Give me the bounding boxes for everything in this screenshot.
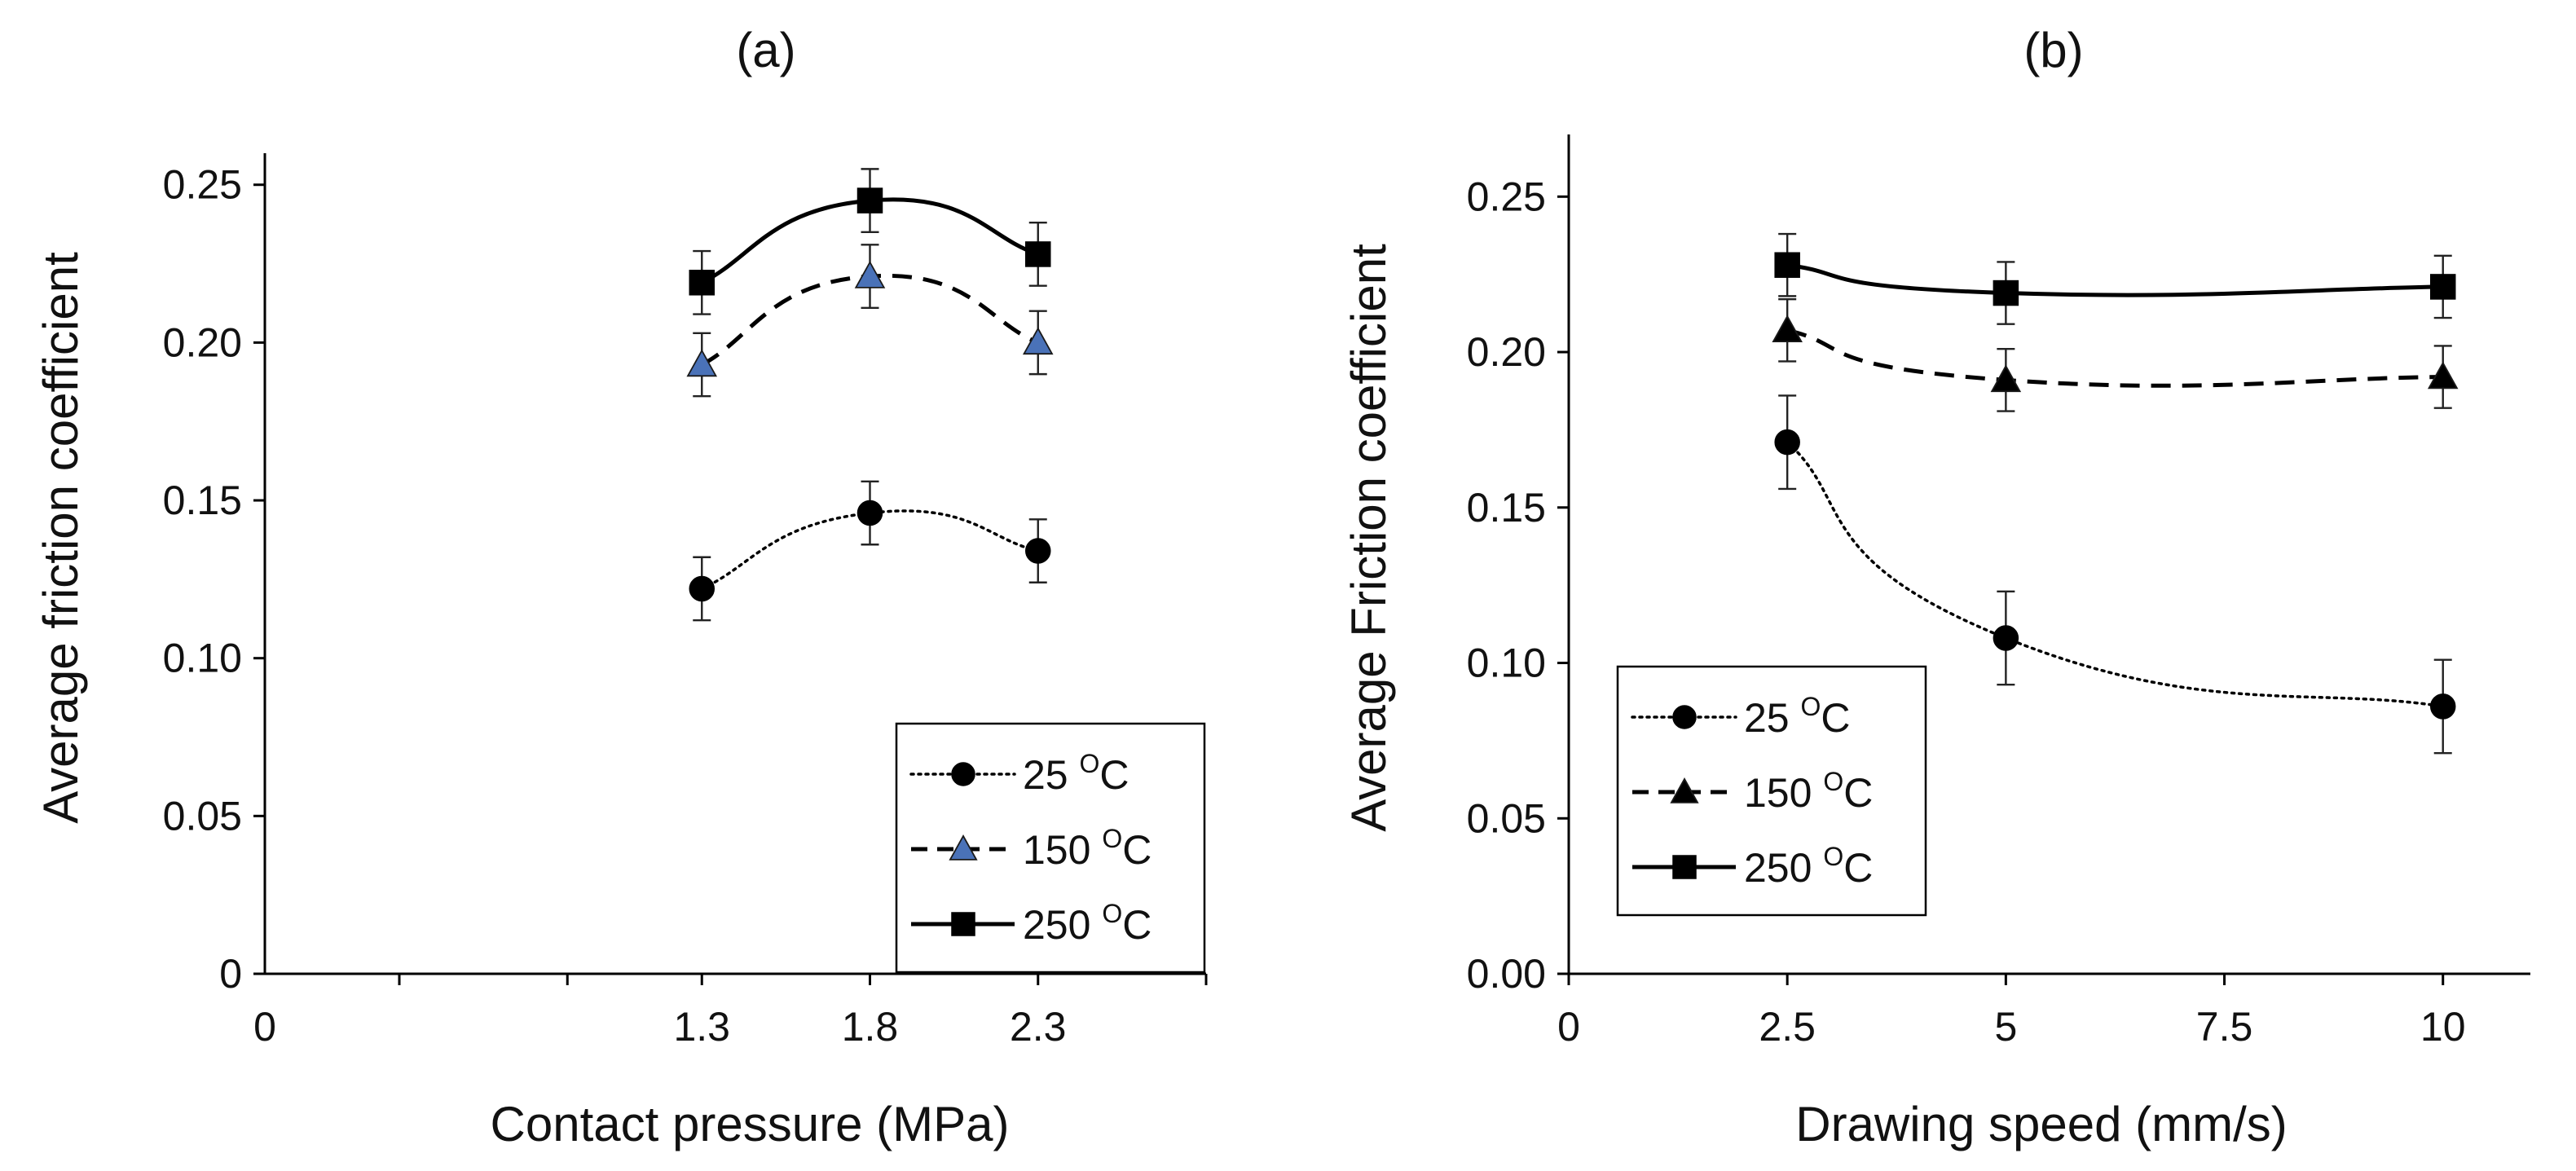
data-point — [1993, 280, 2019, 306]
panel-b-x-tick-label: 5 — [1994, 1004, 2017, 1050]
panel-b-y-tick-label: 0.10 — [1467, 641, 1546, 686]
data-point — [1025, 241, 1051, 267]
data-point — [2427, 361, 2459, 390]
panel-b-y-tick-label: 0.20 — [1467, 329, 1546, 375]
legend-marker — [1672, 855, 1697, 879]
panel-b-y-tick-label: 0.25 — [1467, 174, 1546, 219]
panel-b-series-line — [1786, 328, 2443, 388]
legend-label: 250 OC — [1023, 899, 1151, 948]
panel-b-x-tick-label: 2.5 — [1759, 1004, 1816, 1050]
panel-b-series-line — [1786, 262, 2443, 297]
panel-b-y-tick-label: 0.05 — [1467, 795, 1546, 841]
legend-label: 250 OC — [1744, 842, 1873, 891]
data-point — [686, 349, 718, 377]
legend-marker — [951, 912, 975, 936]
panel-b-x-tick-label: 7.5 — [2196, 1004, 2253, 1050]
legend-label: 150 OC — [1023, 824, 1151, 873]
data-point — [854, 260, 886, 288]
legend-marker — [949, 834, 978, 861]
panel-a-x-tick-label: 1.8 — [842, 1004, 899, 1050]
panel-a-y-tick-label: 0 — [219, 951, 242, 997]
chart-panel-b: (b) Drawing speed (mm/s) Average Frictio… — [1341, 23, 2530, 1151]
data-point — [1774, 252, 1800, 278]
panel-a-x-tick-label: 0 — [253, 1004, 276, 1050]
panel-b-x-tick-label: 10 — [2420, 1004, 2466, 1050]
panel-b-series-0 — [1774, 394, 2456, 755]
data-point — [2429, 693, 2456, 720]
data-point — [856, 187, 883, 214]
legend-marker — [951, 762, 975, 786]
data-point — [689, 270, 715, 296]
panel-b-x-tick-label: 0 — [1557, 1004, 1580, 1050]
data-point — [1774, 429, 1800, 456]
data-point — [1993, 625, 2019, 651]
panel-a-y-tick-label: 0.25 — [163, 162, 242, 208]
panel-b-label: (b) — [2023, 23, 2083, 77]
panel-a-x-tick-label: 2.3 — [1010, 1004, 1067, 1050]
legend-label: 150 OC — [1744, 767, 1873, 816]
legend-label: 25 OC — [1744, 692, 1851, 741]
panel-a-series-1 — [686, 244, 1054, 398]
panel-a-series-0 — [689, 480, 1051, 622]
panel-a-y-axis-title: Average friction coefficient — [33, 252, 88, 824]
legend-marker — [1672, 705, 1697, 729]
panel-a-y-tick-label: 0.10 — [163, 636, 242, 681]
panel-a-y-tick-label: 0.05 — [163, 793, 242, 839]
panel-b-series-1 — [1772, 297, 2459, 412]
data-point — [856, 500, 883, 526]
legend-label: 25 OC — [1023, 749, 1129, 798]
panel-a-legend: 25 OC 150 OC 250 OC — [895, 722, 1206, 974]
data-point — [689, 575, 715, 602]
panel-a-y-tick-label: 0.15 — [163, 478, 242, 523]
legend-marker — [1670, 777, 1699, 803]
panel-b-y-tick-label: 0.00 — [1467, 951, 1546, 997]
panel-b-series-2 — [1774, 232, 2456, 325]
data-point — [1025, 538, 1051, 564]
panel-b-x-axis-title: Drawing speed (mm/s) — [1795, 1097, 2288, 1151]
data-point — [1022, 327, 1054, 355]
panel-a-x-axis-title: Contact pressure (MPa) — [491, 1097, 1010, 1151]
panel-b-y-tick-label: 0.15 — [1467, 485, 1546, 530]
panel-a-y-tick-label: 0.20 — [163, 319, 242, 365]
panel-b-y-axis-title: Average Friction coefficient — [1341, 244, 1396, 832]
panel-b-legend: 25 OC 150 OC 250 OC — [1616, 665, 1927, 917]
data-point — [1990, 364, 2022, 393]
panel-a-series-2 — [689, 168, 1051, 315]
panel-a-label: (a) — [736, 23, 795, 77]
data-point — [1772, 315, 1803, 343]
panel-a-x-tick-label: 1.3 — [673, 1004, 730, 1050]
data-point — [2429, 274, 2456, 300]
chart-panel-a: (a) Contact pressure (MPa) Average frict… — [33, 23, 1208, 1151]
